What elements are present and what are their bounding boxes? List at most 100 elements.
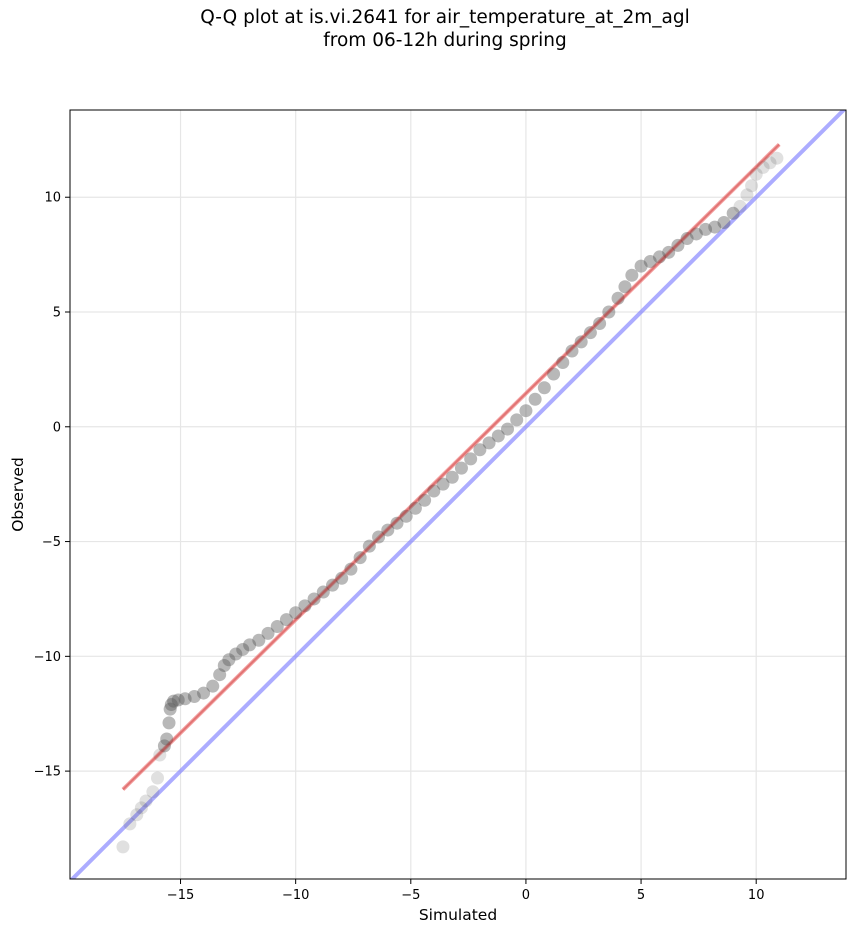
quantile-point	[213, 668, 227, 682]
quantile-point	[116, 840, 130, 854]
quantile-point	[362, 539, 376, 553]
quantile-point	[618, 280, 632, 294]
quantile-point	[445, 470, 459, 484]
quantile-point	[326, 578, 340, 592]
quantile-point	[270, 619, 284, 633]
quantile-point	[167, 694, 181, 708]
quantile-point	[197, 686, 211, 700]
quantile-point	[187, 690, 201, 704]
quantile-point	[130, 808, 144, 822]
quantile-point	[139, 794, 153, 808]
quantile-point	[289, 606, 303, 620]
quantile-point	[464, 452, 478, 466]
quantile-point	[279, 613, 293, 627]
y-tick-label: 5	[53, 306, 61, 321]
quantile-point	[745, 179, 759, 193]
quantile-point	[602, 305, 616, 319]
quantile-point	[770, 151, 784, 165]
quantile-point	[689, 227, 703, 241]
y-tick-label: −15	[34, 765, 61, 780]
quantile-point	[243, 638, 257, 652]
plot-frame	[69, 109, 847, 880]
chart-title: Q-Q plot at is.vi.2641 for air_temperatu…	[0, 6, 854, 52]
quantile-point	[662, 245, 676, 259]
quantile-point	[611, 291, 625, 305]
quantile-point	[699, 222, 713, 236]
quantile-point	[733, 199, 747, 213]
quantile-point	[353, 551, 367, 565]
x-tick-label: −15	[167, 888, 194, 903]
x-tick-label: 5	[637, 888, 645, 903]
quantile-point	[473, 443, 487, 457]
quantile-point	[123, 817, 137, 831]
chart-title-line-1: Q-Q plot at is.vi.2641 for air_temperatu…	[200, 7, 690, 28]
quantile-point	[574, 335, 588, 349]
x-tick-label: 10	[748, 888, 765, 903]
quantile-point	[643, 255, 657, 269]
quantile-point	[491, 429, 505, 443]
quantile-point	[399, 509, 413, 523]
quantile-point	[510, 413, 524, 427]
quantile-point	[740, 188, 754, 202]
quantile-point	[427, 484, 441, 498]
quantile-point	[593, 316, 607, 330]
x-tick-label: −5	[401, 888, 420, 903]
quantile-point	[160, 732, 174, 746]
quantile-point	[390, 516, 404, 530]
quantile-point	[519, 404, 533, 418]
reference-lines	[70, 110, 846, 879]
y-tick-label: −5	[42, 535, 61, 550]
quantile-point	[236, 642, 250, 656]
quantile-point	[146, 785, 160, 799]
fit-line-overlay	[122, 143, 780, 791]
chart-title-line-2: from 06-12h during spring	[323, 30, 567, 51]
quantile-point	[344, 562, 358, 576]
quantile-point	[726, 206, 740, 220]
quantile-point	[556, 356, 570, 370]
quantile-point	[298, 599, 312, 613]
quantile-point	[671, 238, 685, 252]
axes: −15 −10 −5 0 5 10 −15 −10 −5 0 5 10	[34, 109, 847, 903]
quantile-point	[164, 698, 178, 712]
quantile-point	[229, 647, 243, 661]
quantile-point	[583, 326, 597, 340]
quantile-point	[335, 571, 349, 585]
quantile-point	[162, 716, 176, 730]
quantile-point	[171, 693, 185, 707]
quantile-point	[222, 653, 236, 667]
quantile-point	[634, 259, 648, 273]
quantile-point	[418, 493, 432, 507]
quantile-point	[436, 477, 450, 491]
quantile-point	[482, 436, 496, 450]
quantile-point	[717, 215, 731, 229]
quantile-point	[652, 250, 666, 264]
y-axis-label: Observed	[9, 457, 27, 532]
quantile-points	[116, 143, 784, 854]
quantile-point	[454, 461, 468, 475]
quantile-point	[680, 232, 694, 246]
quantile-point	[217, 659, 231, 673]
quantile-point	[316, 585, 330, 599]
quantile-point	[134, 801, 148, 815]
y-tick-label: 0	[53, 420, 61, 435]
quantile-point	[625, 268, 639, 282]
quantile-point	[381, 523, 395, 537]
quantile-point	[565, 344, 579, 358]
quantile-point	[307, 592, 321, 606]
x-tick-label: −10	[282, 888, 309, 903]
quantile-point	[408, 501, 422, 515]
x-tick-label: 0	[522, 888, 530, 903]
quantile-point	[252, 633, 266, 647]
quantile-point	[206, 679, 220, 693]
y-tick-label: −10	[34, 650, 61, 665]
quantile-point	[372, 530, 386, 544]
quantile-point	[756, 160, 770, 174]
quantile-point	[157, 739, 171, 753]
x-axis-label: Simulated	[419, 906, 497, 924]
quantile-point	[501, 422, 515, 436]
quantile-point	[261, 626, 275, 640]
fit-line	[121, 143, 781, 791]
y-tick-label: 10	[44, 191, 61, 206]
grid	[70, 110, 846, 879]
